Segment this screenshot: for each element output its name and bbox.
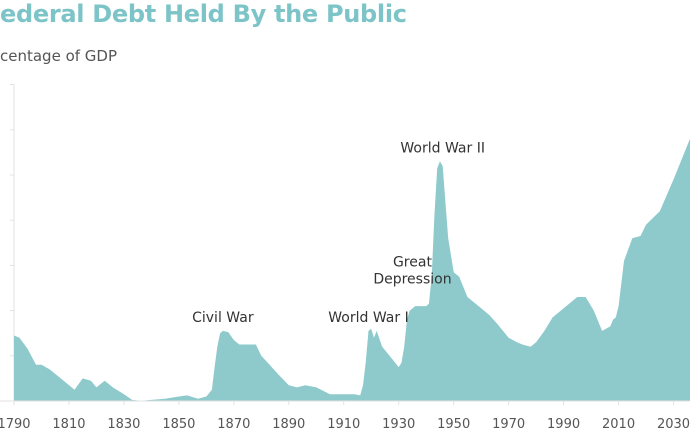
chart-subtitle: centage of GDP [0,47,118,65]
annotation-label: Depression [373,271,451,287]
annotation-label: Civil War [192,310,254,326]
x-tick-label: 1870 [217,417,250,432]
debt-area-series-0 [14,138,690,402]
annotation-label: World War II [400,140,485,156]
x-tick-label: 1850 [162,417,195,432]
x-tick-label: 1930 [382,417,415,432]
x-tick-label: 1810 [52,417,85,432]
x-tick-label: 1890 [272,417,305,432]
x-tick-label: 2030 [657,417,690,432]
x-tick-label: 1950 [437,417,470,432]
chart-title: ederal Debt Held By the Public [0,0,407,28]
x-tick-label: 1910 [327,417,360,432]
annotation-label: Great [393,254,432,270]
x-tick-label: 2010 [602,417,635,432]
annotation-label: World War I [328,310,408,326]
x-tick-label: 1970 [492,417,525,432]
x-tick-label: 1790 [0,417,31,432]
x-tick-label: 1990 [547,417,580,432]
x-tick-label: 1830 [107,417,140,432]
